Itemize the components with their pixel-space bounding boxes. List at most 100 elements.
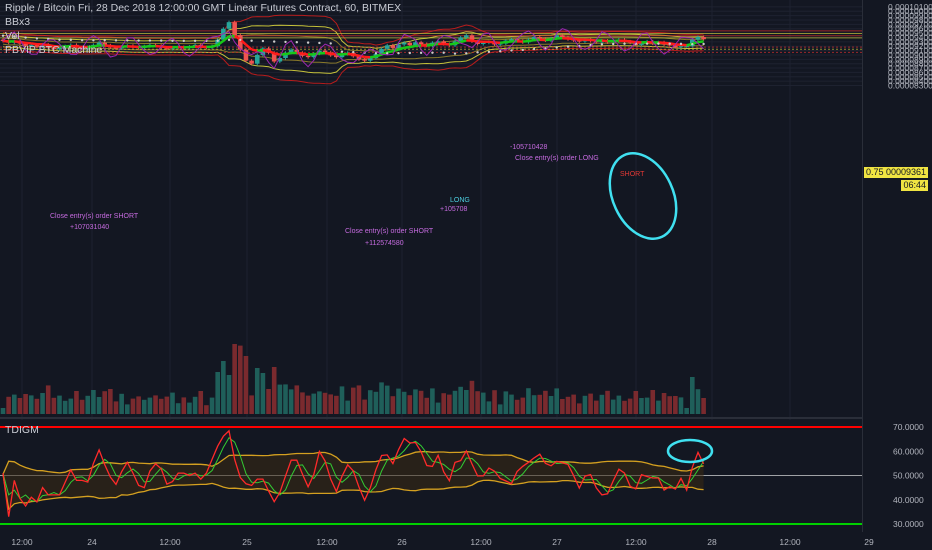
candle[interactable] — [401, 42, 407, 45]
candle[interactable] — [96, 42, 102, 45]
candle[interactable] — [226, 22, 232, 29]
candle[interactable] — [560, 35, 565, 38]
ema-segment — [392, 48, 399, 53]
indicator-label-pbvip[interactable]: PBVIP BTC Machine — [5, 44, 103, 56]
candle[interactable] — [447, 44, 452, 46]
trail-dot — [431, 51, 434, 54]
candle[interactable] — [294, 49, 300, 53]
candle[interactable] — [34, 44, 40, 47]
tdigm-title[interactable]: TDIGM — [5, 424, 39, 436]
candle[interactable] — [238, 35, 243, 50]
candle[interactable] — [362, 59, 367, 61]
candle[interactable] — [215, 39, 220, 47]
candle[interactable] — [23, 43, 28, 46]
candle[interactable] — [441, 41, 446, 45]
candle[interactable] — [639, 42, 644, 45]
candle[interactable] — [345, 52, 350, 55]
volume-bar — [209, 397, 215, 414]
candle[interactable] — [136, 47, 141, 49]
candle[interactable] — [170, 47, 175, 49]
indicator-label-vol[interactable]: Vol — [5, 30, 20, 42]
candle[interactable] — [28, 44, 34, 46]
candle[interactable] — [153, 44, 158, 46]
tdigm-panel[interactable] — [0, 417, 932, 532]
candle[interactable] — [497, 43, 503, 45]
candle[interactable] — [367, 58, 373, 61]
trail-dot — [657, 42, 660, 45]
candle[interactable] — [520, 40, 526, 43]
candle[interactable] — [537, 37, 543, 39]
candle[interactable] — [678, 46, 684, 48]
candle[interactable] — [68, 44, 74, 47]
candle[interactable] — [684, 46, 689, 48]
candle[interactable] — [192, 44, 198, 47]
candle[interactable] — [514, 39, 520, 41]
candle[interactable] — [249, 60, 254, 64]
ema-segment — [353, 53, 360, 57]
candle[interactable] — [379, 48, 384, 55]
candle[interactable] — [322, 50, 328, 53]
candle[interactable] — [554, 35, 559, 39]
trade-annotation: +105708 — [440, 206, 468, 213]
volume-bar — [616, 395, 622, 414]
candle[interactable] — [407, 42, 413, 46]
volume-bar — [113, 401, 119, 414]
candle[interactable] — [418, 42, 424, 45]
candle[interactable] — [260, 48, 266, 55]
bb-mid-lower — [2, 45, 704, 74]
candle[interactable] — [204, 47, 209, 49]
candle[interactable] — [384, 45, 390, 49]
candle[interactable] — [243, 49, 249, 61]
candle[interactable] — [701, 37, 706, 40]
candle[interactable] — [125, 45, 130, 47]
candle[interactable] — [232, 22, 237, 36]
trail-dot — [35, 37, 39, 40]
candle[interactable] — [593, 40, 599, 43]
candle[interactable] — [254, 54, 260, 64]
candle[interactable] — [85, 47, 91, 49]
symbol-title: Ripple / Bitcoin Fri, 28 Dec 2018 12:00:… — [5, 2, 402, 14]
candle[interactable] — [288, 49, 294, 53]
candle[interactable] — [577, 40, 582, 42]
candle[interactable] — [435, 41, 441, 43]
candle[interactable] — [317, 50, 322, 54]
trail-dot — [284, 40, 287, 44]
indicator-label-bbx3[interactable]: BBx3 — [5, 16, 31, 28]
volume-bar — [435, 402, 441, 414]
candle[interactable] — [531, 37, 537, 40]
candle[interactable] — [458, 37, 463, 42]
candle[interactable] — [334, 55, 339, 58]
trail-dot — [623, 42, 626, 45]
candle[interactable] — [509, 39, 514, 41]
candle[interactable] — [644, 41, 650, 43]
candle[interactable] — [51, 47, 57, 50]
candle[interactable] — [390, 45, 396, 48]
candle[interactable] — [396, 44, 401, 48]
candle[interactable] — [469, 35, 475, 42]
candle[interactable] — [413, 42, 418, 46]
candle[interactable] — [480, 42, 486, 45]
trade-annotation: SHORT — [620, 171, 645, 178]
candle[interactable] — [464, 35, 469, 38]
candle[interactable] — [40, 44, 45, 47]
trail-dot — [600, 43, 604, 46]
candle[interactable] — [57, 47, 62, 50]
candle[interactable] — [667, 44, 672, 46]
candle[interactable] — [616, 39, 622, 41]
candle[interactable] — [271, 52, 277, 62]
volume-bar — [108, 389, 113, 414]
volume-bar — [311, 393, 317, 414]
candle[interactable] — [102, 42, 107, 46]
candle[interactable] — [113, 47, 119, 49]
candle[interactable] — [277, 58, 283, 62]
candle[interactable] — [119, 46, 124, 49]
candle[interactable] — [673, 44, 678, 48]
volume-bar — [187, 402, 192, 414]
volume-bar — [17, 398, 23, 414]
candle[interactable] — [305, 55, 311, 58]
candle[interactable] — [695, 37, 701, 40]
candle[interactable] — [181, 47, 187, 49]
volume-bar — [345, 400, 350, 414]
trail-dot — [521, 48, 524, 52]
